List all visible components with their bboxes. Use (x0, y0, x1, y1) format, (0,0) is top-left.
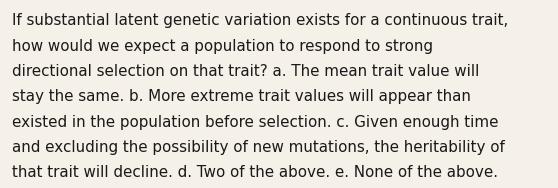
Text: If substantial latent genetic variation exists for a continuous trait,: If substantial latent genetic variation … (12, 13, 508, 28)
Text: how would we expect a population to respond to strong: how would we expect a population to resp… (12, 39, 433, 54)
Text: directional selection on that trait? a. The mean trait value will: directional selection on that trait? a. … (12, 64, 480, 79)
Text: and excluding the possibility of new mutations, the heritability of: and excluding the possibility of new mut… (12, 140, 505, 155)
Text: that trait will decline. d. Two of the above. e. None of the above.: that trait will decline. d. Two of the a… (12, 165, 498, 180)
Text: existed in the population before selection. c. Given enough time: existed in the population before selecti… (12, 115, 499, 130)
Text: stay the same. b. More extreme trait values will appear than: stay the same. b. More extreme trait val… (12, 89, 471, 104)
